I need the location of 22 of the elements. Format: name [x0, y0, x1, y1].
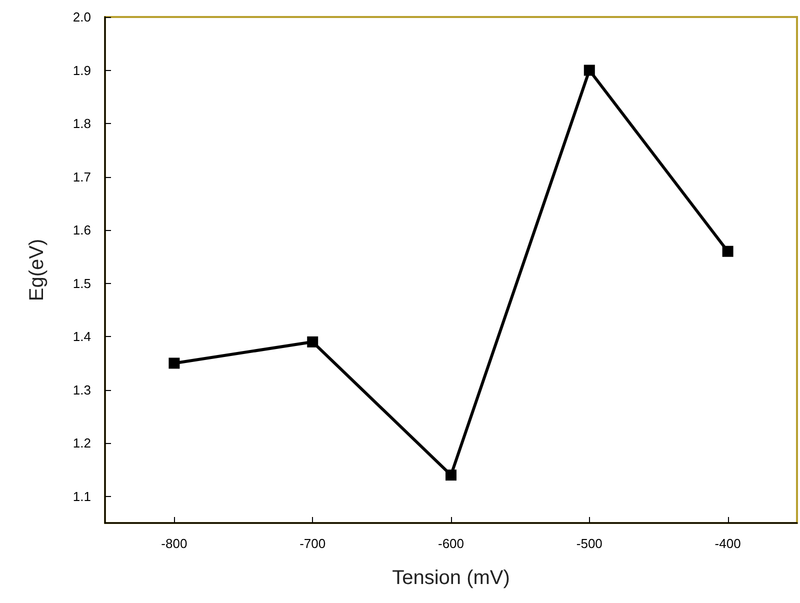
point — [307, 336, 318, 348]
y-axis-title: Eg(eV) — [26, 238, 48, 302]
x-tick-label: -500 — [576, 536, 602, 551]
y-tick-label: 1.1 — [72, 488, 91, 504]
y-tick-label: 1.8 — [72, 116, 91, 132]
x-tick-label: -400 — [714, 536, 741, 551]
y-tick-label: 1.9 — [72, 62, 91, 78]
point — [584, 64, 595, 76]
y-tick-label: 1.3 — [72, 382, 91, 398]
x-tick-label: -800 — [161, 536, 188, 551]
y-tick-label: 1.7 — [72, 169, 91, 184]
point — [722, 246, 734, 257]
y-tick-label: 1.2 — [72, 436, 91, 451]
x-tick-label: -700 — [300, 536, 326, 551]
y-tick-label: 1.6 — [72, 222, 91, 238]
y-tick-label: 1.5 — [72, 276, 91, 291]
y-tick-label: 2.0 — [72, 10, 91, 24]
point — [168, 358, 180, 369]
point — [446, 470, 456, 481]
y-tick-label: 1.4 — [72, 329, 91, 344]
x-tick-label: -600 — [438, 536, 464, 551]
x-axis-title: Tension (mV) — [392, 567, 510, 589]
